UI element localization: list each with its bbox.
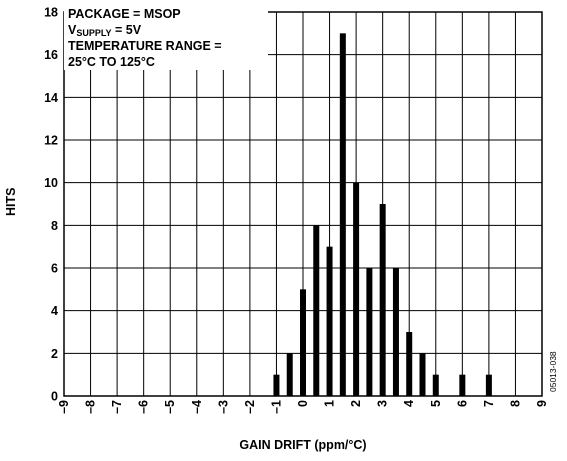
y-tick-label: 2 [51, 347, 58, 361]
x-tick-label: –9 [57, 400, 71, 414]
y-tick-label: 10 [44, 176, 58, 190]
x-tick-label: 5 [429, 400, 443, 407]
y-tick-label: 8 [51, 219, 58, 233]
bar [366, 268, 373, 396]
x-tick-label: –7 [110, 400, 124, 414]
bar [313, 225, 320, 396]
x-tick-label: 2 [349, 400, 363, 407]
bar [485, 374, 492, 396]
x-tick-label: 1 [323, 400, 337, 407]
figure-id: 05013-038 [548, 351, 558, 392]
x-tick-label: 0 [296, 400, 310, 407]
bar [432, 374, 439, 396]
x-tick-label: 3 [376, 400, 390, 407]
bar [379, 204, 386, 396]
bar [300, 289, 306, 396]
annotation-temp-range: TEMPERATURE RANGE = [68, 39, 222, 53]
y-tick-label: 4 [51, 304, 58, 318]
bar [392, 268, 399, 396]
x-tick-label: 9 [535, 400, 549, 407]
x-axis-label: GAIN DRIFT (ppm/°C) [239, 438, 367, 452]
annotation-supply: VSUPPLY = 5V [68, 22, 142, 38]
y-tick-label: 12 [44, 134, 58, 148]
plot-border [63, 11, 543, 397]
x-tick-label: –8 [84, 400, 98, 414]
x-tick-label: –1 [269, 400, 283, 414]
bar [419, 353, 426, 396]
x-tick-labels: –9 –8 –7 –6 –5 –4 –3 –2 –1 0 1 2 3 4 5 6 7 8 9 [57, 400, 549, 414]
annotation-package: PACKAGE = MSOP [68, 7, 181, 21]
bar [286, 353, 293, 396]
plot-frame [63, 11, 543, 397]
bar [353, 182, 360, 396]
y-tick-label: 16 [44, 48, 58, 62]
x-tick-label: –5 [163, 400, 177, 414]
x-tick-label: 8 [508, 400, 522, 407]
x-tick-label: 7 [482, 400, 496, 407]
x-tick-label: –4 [190, 400, 204, 414]
x-tick-label: 6 [455, 400, 469, 407]
y-tick-labels: 0 2 4 6 8 10 12 14 16 18 [44, 6, 58, 404]
bar [273, 374, 280, 396]
x-tick-label: –3 [216, 400, 230, 414]
y-tick-label: 6 [51, 262, 58, 276]
bars [273, 33, 492, 396]
y-tick-label: 18 [44, 6, 58, 20]
annotation-temp-values: 25°C TO 125°C [68, 54, 155, 69]
bar [339, 33, 346, 396]
x-tick-label: –6 [137, 400, 151, 414]
y-tick-label: 0 [51, 390, 58, 404]
bar [326, 246, 333, 396]
y-axis-label: HITS [4, 187, 18, 216]
chart-annotation: PACKAGE = MSOP VSUPPLY = 5V TEMPERATURE … [64, 4, 268, 70]
y-tick-label: 14 [44, 91, 58, 105]
x-tick-label: 4 [402, 400, 416, 407]
x-tick-label: –2 [243, 400, 257, 414]
bar [459, 374, 466, 396]
bar [406, 332, 413, 396]
